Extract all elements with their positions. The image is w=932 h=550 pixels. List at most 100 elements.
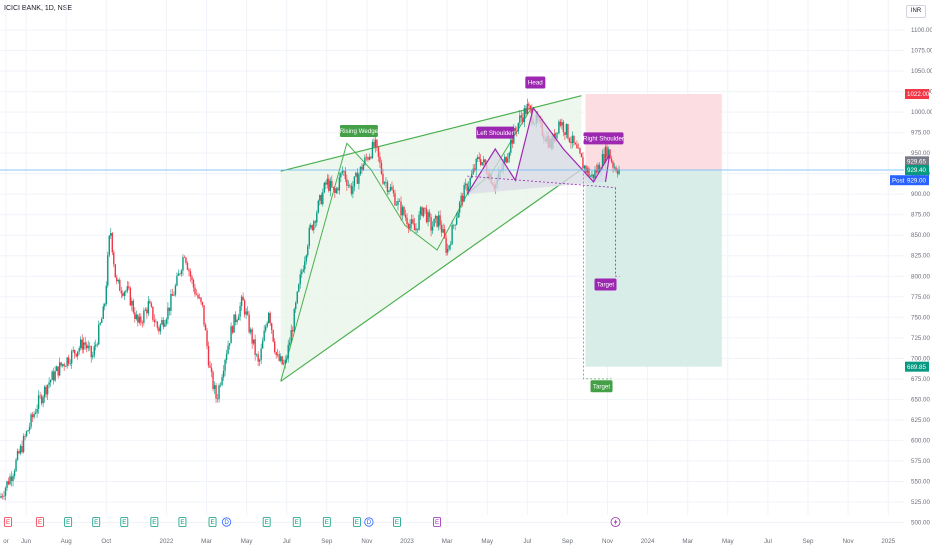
earnings-marker-icon[interactable]	[262, 517, 271, 527]
candle-body	[325, 182, 327, 185]
earnings-marker-icon[interactable]	[322, 517, 331, 527]
candle-body	[27, 430, 29, 432]
candle-body	[386, 182, 389, 192]
dividend-marker-icon[interactable]	[364, 517, 374, 527]
candle-body	[437, 215, 440, 227]
upcoming-earnings-icon[interactable]	[433, 517, 441, 527]
candle-body	[201, 302, 204, 306]
candle-body	[16, 451, 19, 460]
candle-body	[434, 215, 437, 219]
candle-body	[455, 217, 458, 225]
candle-body	[508, 152, 510, 159]
earnings-marker-icon[interactable]	[393, 517, 401, 527]
candle-body	[209, 365, 211, 368]
candle-body	[346, 179, 348, 186]
current-price-label-bg	[905, 165, 929, 176]
earnings-marker-icon[interactable]	[64, 517, 73, 527]
candle-body	[108, 235, 110, 256]
candle-body	[597, 164, 599, 173]
candle-body	[152, 306, 154, 320]
candle-body	[224, 360, 226, 371]
candle-body	[260, 348, 262, 360]
price-axis[interactable]: 500.00 525.00 550.00 575.00 600.00 625.00 650.…	[890, 27, 932, 527]
event-marker-glyph: E	[122, 519, 126, 526]
current-price-label: 929.40	[907, 167, 926, 174]
risk-reward-zones	[585, 94, 722, 367]
candle-body	[425, 208, 428, 223]
candle-body	[177, 273, 180, 276]
candle-body	[376, 139, 378, 147]
dividend-marker-icon[interactable]	[221, 517, 232, 527]
price-tick-label: 500.00	[911, 520, 930, 527]
currency-selector[interactable]: INR	[906, 5, 926, 18]
candle-body	[128, 286, 130, 288]
candle-body	[131, 300, 133, 306]
candle-body	[276, 354, 279, 356]
price-tick-label: 850.00	[911, 232, 930, 239]
candle-body	[615, 167, 617, 172]
hs-target-projection	[615, 187, 620, 277]
candle-body	[3, 495, 5, 497]
candle-body	[168, 307, 171, 311]
earnings-marker-icon[interactable]	[92, 517, 101, 527]
candle-body	[454, 224, 456, 226]
candle-body	[212, 371, 214, 390]
candle-body	[466, 183, 468, 192]
candle-body	[93, 346, 95, 356]
candle-body	[30, 414, 32, 427]
candle-body	[580, 153, 583, 158]
candle-body	[159, 324, 162, 332]
time-tick-label: Jul	[764, 538, 772, 545]
earnings-marker-icon[interactable]	[120, 517, 129, 527]
target-label-wedge: Target	[593, 383, 610, 390]
candle-body	[13, 471, 16, 477]
candle-body	[243, 300, 246, 315]
earnings-marker-icon[interactable]	[178, 517, 187, 527]
candle-body	[598, 164, 601, 172]
earnings-marker-icon[interactable]	[36, 517, 44, 527]
candle-body	[568, 138, 571, 142]
time-tick-label: May	[722, 538, 735, 545]
right-shoulder-label-bg	[583, 132, 624, 145]
candle-body	[58, 362, 61, 376]
candle-body	[528, 103, 530, 106]
time-axis[interactable]: or Jun Aug Oct 2022 Mar May Jul Sep Nov 2023 Mar May…	[3, 538, 895, 545]
candle-body	[204, 324, 207, 331]
candle-body	[370, 156, 372, 159]
head-and-shoulders-pattern	[0, 106, 904, 380]
candle-body	[302, 269, 304, 272]
earnings-marker-icon[interactable]	[208, 517, 217, 527]
candle-body	[364, 157, 366, 165]
event-marker-glyph: D	[224, 519, 229, 526]
candle-body	[258, 359, 261, 362]
candle-body	[410, 219, 413, 224]
candle-body	[189, 271, 192, 277]
candle-body	[421, 207, 423, 216]
candle-body	[392, 189, 395, 194]
candle-body	[401, 207, 404, 216]
candle-body	[76, 351, 79, 357]
candle-body	[457, 212, 459, 218]
candle-body	[141, 322, 144, 324]
candle-body	[261, 340, 264, 349]
candle-body	[162, 320, 165, 327]
earnings-marker-icon[interactable]	[4, 517, 12, 527]
earnings-marker-icon[interactable]	[150, 517, 159, 527]
candle-body	[582, 157, 584, 169]
candle-body	[460, 195, 462, 203]
price-tick-label: 1075.00	[911, 48, 932, 55]
candle-body	[6, 481, 8, 488]
candle-body	[86, 344, 88, 349]
candle-body	[349, 185, 351, 186]
time-tick-label: Sep	[802, 538, 814, 545]
earnings-marker-icon[interactable]	[292, 517, 301, 527]
price-tick-label: 800.00	[911, 273, 930, 280]
earnings-marker-icon[interactable]	[352, 517, 361, 527]
post-tag-bg	[890, 175, 905, 186]
candle-body	[350, 185, 353, 194]
price-tick-label: 875.00	[911, 212, 930, 219]
target-price-label: 689.85	[907, 364, 926, 371]
candle-body	[340, 172, 342, 178]
